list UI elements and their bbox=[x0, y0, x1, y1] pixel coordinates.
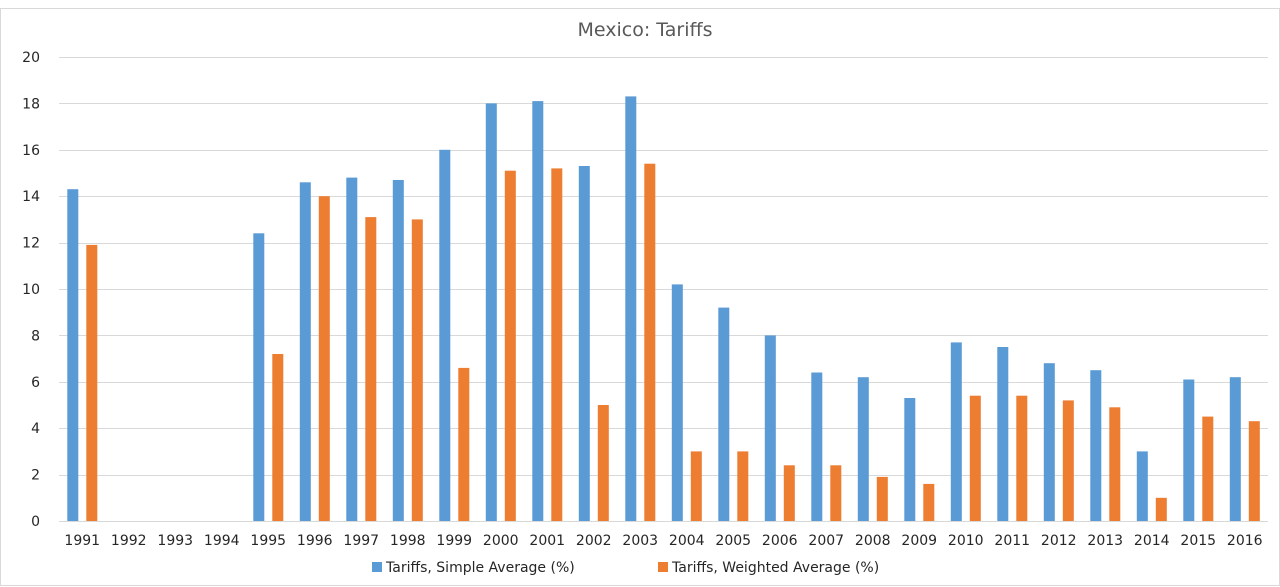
bar-simple-2010 bbox=[950, 342, 962, 521]
bars bbox=[67, 96, 1260, 522]
x-tick-label: 2001 bbox=[529, 533, 565, 549]
bar-weighted-1999 bbox=[458, 367, 470, 521]
bar-weighted-2012 bbox=[1062, 400, 1074, 521]
x-tick-label: 2004 bbox=[669, 533, 705, 549]
bar-weighted-2009 bbox=[923, 483, 935, 521]
bar-simple-2005 bbox=[718, 307, 730, 521]
bar-weighted-2007 bbox=[830, 465, 842, 521]
bar-simple-2012 bbox=[1043, 363, 1055, 521]
y-tick-label: 20 bbox=[22, 50, 40, 66]
legend-label: Tariffs, Weighted Average (%) bbox=[671, 560, 879, 576]
x-tick-label: 2015 bbox=[1180, 533, 1216, 549]
chart-area-border bbox=[0, 8, 1280, 586]
x-tick-label: 1995 bbox=[250, 533, 286, 549]
legend-swatch bbox=[372, 562, 382, 572]
bar-weighted-1995 bbox=[272, 354, 284, 521]
bar-simple-2001 bbox=[532, 101, 544, 521]
y-tick-label: 0 bbox=[31, 514, 40, 530]
bar-simple-2006 bbox=[764, 335, 776, 521]
x-axis-ticks: 1991 1992 1993 1994 1995 1996 1997 1998 1999 2000… bbox=[64, 533, 1262, 549]
bar-weighted-2015 bbox=[1202, 416, 1214, 521]
bar-simple-2009 bbox=[904, 398, 916, 521]
x-tick-label: 2010 bbox=[948, 533, 984, 549]
y-tick-label: 6 bbox=[31, 375, 40, 391]
y-tick-label: 2 bbox=[31, 468, 40, 484]
bar-simple-2013 bbox=[1090, 370, 1102, 521]
bar-simple-2007 bbox=[811, 372, 823, 521]
bar-simple-2008 bbox=[857, 377, 869, 521]
bar-weighted-2016 bbox=[1248, 421, 1260, 521]
x-tick-label: 2003 bbox=[622, 533, 658, 549]
bar-simple-1997 bbox=[346, 177, 358, 521]
x-tick-label: 1994 bbox=[204, 533, 240, 549]
bar-simple-2000 bbox=[485, 103, 497, 522]
x-tick-label: 2008 bbox=[855, 533, 891, 549]
bar-simple-2004 bbox=[671, 284, 683, 521]
x-tick-label: 2014 bbox=[1134, 533, 1170, 549]
x-tick-label: 2006 bbox=[762, 533, 798, 549]
x-tick-label: 2005 bbox=[715, 533, 751, 549]
bar-simple-2014 bbox=[1136, 451, 1148, 521]
bar-weighted-2014 bbox=[1155, 497, 1167, 521]
y-tick-label: 8 bbox=[31, 328, 40, 344]
bar-simple-2011 bbox=[997, 347, 1009, 521]
bar-simple-1999 bbox=[439, 149, 451, 522]
y-axis-ticks: 0 2 4 6 8 10 12 14 16 18 20 bbox=[22, 50, 40, 530]
legend-label: Tariffs, Simple Average (%) bbox=[385, 560, 575, 576]
x-tick-label: 2013 bbox=[1087, 533, 1123, 549]
bar-simple-1995 bbox=[253, 233, 265, 522]
bar-simple-1998 bbox=[392, 180, 404, 521]
bar-weighted-2001 bbox=[551, 168, 563, 521]
bar-weighted-2013 bbox=[1109, 407, 1121, 521]
x-tick-label: 2016 bbox=[1227, 533, 1263, 549]
bar-weighted-2008 bbox=[876, 476, 888, 521]
bar-weighted-2006 bbox=[783, 465, 795, 521]
y-tick-label: 16 bbox=[22, 143, 40, 159]
y-tick-label: 18 bbox=[22, 96, 40, 112]
bar-weighted-1998 bbox=[411, 219, 423, 521]
x-tick-label: 1997 bbox=[343, 533, 379, 549]
bar-weighted-2005 bbox=[737, 451, 749, 521]
x-tick-label: 2012 bbox=[1041, 533, 1077, 549]
bar-simple-2002 bbox=[578, 166, 590, 521]
x-tick-label: 2002 bbox=[576, 533, 612, 549]
x-tick-label: 2009 bbox=[901, 533, 937, 549]
bar-weighted-2011 bbox=[1016, 395, 1028, 521]
legend: Tariffs, Simple Average (%) Tariffs, Weig… bbox=[372, 560, 879, 576]
bar-weighted-1996 bbox=[318, 196, 330, 521]
bar-weighted-1997 bbox=[365, 217, 377, 521]
chart-title: Mexico: Tariffs bbox=[578, 19, 713, 41]
x-tick-label: 1998 bbox=[390, 533, 426, 549]
bar-weighted-2004 bbox=[690, 451, 702, 521]
y-tick-label: 10 bbox=[22, 282, 40, 298]
y-tick-label: 14 bbox=[22, 189, 40, 205]
bar-simple-1996 bbox=[299, 182, 311, 522]
bar-weighted-2003 bbox=[644, 163, 656, 521]
x-tick-label: 1993 bbox=[157, 533, 193, 549]
bar-simple-2003 bbox=[625, 96, 637, 522]
x-tick-label: 1991 bbox=[64, 533, 100, 549]
bar-weighted-1991 bbox=[86, 244, 98, 521]
bar-weighted-2000 bbox=[504, 170, 516, 521]
x-tick-label: 1992 bbox=[111, 533, 147, 549]
x-tick-label: 2000 bbox=[483, 533, 519, 549]
bar-simple-2016 bbox=[1229, 377, 1241, 521]
y-tick-label: 12 bbox=[22, 236, 40, 252]
x-tick-label: 1996 bbox=[297, 533, 333, 549]
legend-swatch bbox=[658, 562, 668, 572]
bar-simple-1991 bbox=[67, 189, 79, 521]
bar-weighted-2002 bbox=[597, 405, 609, 521]
x-tick-label: 1999 bbox=[436, 533, 472, 549]
y-tick-label: 4 bbox=[31, 421, 40, 437]
x-tick-label: 2011 bbox=[994, 533, 1030, 549]
bar-weighted-2010 bbox=[969, 395, 981, 521]
bar-simple-2015 bbox=[1183, 379, 1195, 521]
x-tick-label: 2007 bbox=[808, 533, 844, 549]
